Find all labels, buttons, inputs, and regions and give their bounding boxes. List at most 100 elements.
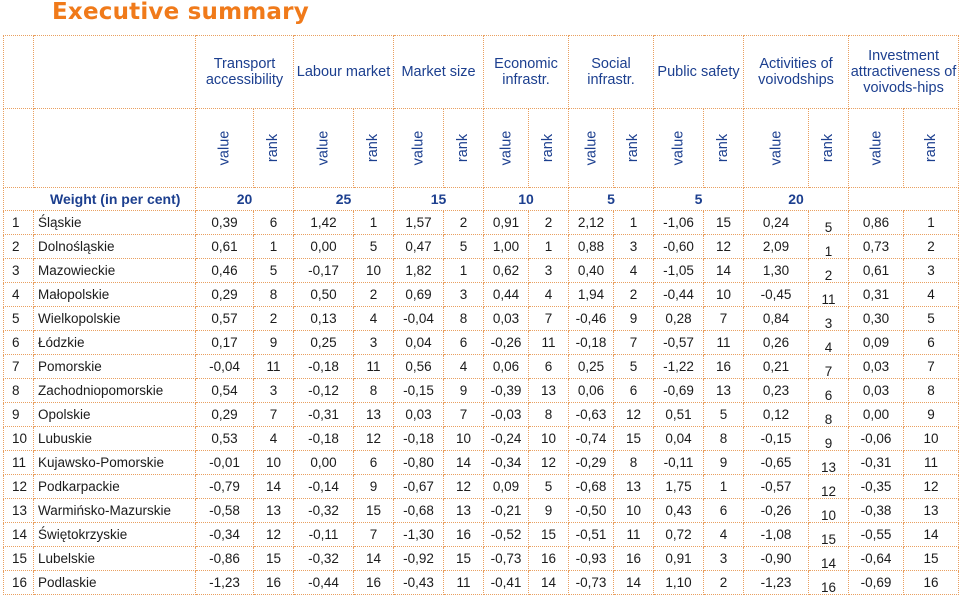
value-cell: -0,29 [568, 450, 615, 475]
value-cell: -0,11 [653, 450, 705, 475]
value-cell: 0,84 [743, 306, 810, 331]
value-cell: -0,39 [483, 378, 530, 403]
rank-text: 15 [821, 532, 837, 547]
value-cell: 0,46 [195, 258, 254, 283]
value-cell: 0,47 [393, 234, 444, 259]
rank-cell: 15 [613, 426, 655, 451]
rank-cell: 12 [613, 402, 655, 427]
value-cell: -0,93 [568, 546, 615, 571]
rank-cell: 11 [613, 522, 655, 547]
value-cell: 2,12 [568, 210, 615, 235]
rank-cell: 1 [353, 210, 394, 235]
rank-label: rank [923, 133, 940, 163]
rank-cell: 13 [253, 498, 294, 523]
value-cell: -0,04 [393, 306, 444, 331]
rank-cell: 8 [353, 378, 394, 403]
table-row: 13 Warmińsko-Mazurskie -0,58 13 -0,32 15 -0,68… [3, 498, 960, 523]
rank-cell: 15 [253, 546, 294, 571]
rank-cell: 11 [253, 354, 294, 379]
row-number: 3 [3, 258, 34, 283]
value-cell: 0,30 [848, 306, 905, 331]
value-cell: 0,25 [568, 354, 615, 379]
row-number: 15 [3, 546, 34, 571]
rank-cell: 11 [528, 330, 570, 355]
rank-cell: 12 [903, 474, 960, 499]
value-cell: 0,04 [393, 330, 444, 355]
rank-cell: 1 [903, 210, 960, 235]
value-cell: -1,22 [653, 354, 705, 379]
value-cell: -0,41 [483, 570, 530, 595]
rank-cell: 2 [353, 282, 394, 307]
value-cell: -0,80 [393, 450, 444, 475]
voivodship-name: Kujawsko-Pomorskie [33, 450, 196, 475]
value-cell: 0,06 [483, 354, 530, 379]
value-cell: -0,12 [293, 378, 354, 403]
value-cell: -0,24 [483, 426, 530, 451]
value-cell: -0,15 [393, 378, 444, 403]
value-cell: 1,00 [483, 234, 530, 259]
rank-cell: 3 [253, 378, 294, 403]
rank-cell: 10 [903, 426, 960, 451]
value-col-header: value [653, 108, 705, 188]
value-cell: -0,57 [653, 330, 705, 355]
table-row: 15 Lubelskie -0,86 15 -0,32 14 -0,92 15 -0,73 16-… [3, 546, 960, 571]
rank-cell: 4 [808, 330, 850, 355]
voivodship-name: Mazowieckie [33, 258, 196, 283]
value-cell: -0,17 [293, 258, 354, 283]
rank-cell: 6 [613, 378, 655, 403]
rank-cell: 6 [528, 354, 570, 379]
table-row: 9 Opolskie 0,29 7 -0,31 13 0,03 7 -0,03 8 -0,63 12 0… [3, 402, 960, 427]
row-number: 16 [3, 570, 34, 595]
rank-cell: 6 [353, 450, 394, 475]
rank-text: 13 [821, 460, 837, 475]
value-cell: -0,73 [568, 570, 615, 595]
rank-cell: 8 [253, 282, 294, 307]
value-cell: -0,18 [293, 426, 354, 451]
table-row: 14 Świętokrzyskie -0,34 12 -0,11 7 -1,30 16 -0,5… [3, 522, 960, 547]
rank-cell: 8 [613, 450, 655, 475]
rank-label: rank [365, 133, 382, 163]
value-cell: -0,50 [568, 498, 615, 523]
value-cell: 0,43 [653, 498, 705, 523]
value-cell: 0,61 [848, 258, 905, 283]
value-col-header: value [848, 108, 905, 188]
table-row: 1 Śląskie 0,39 6 1,42 1 1,57 2 0,91 2 2,12 1 -1,06 15… [3, 210, 960, 235]
rank-cell: 3 [353, 330, 394, 355]
value-cell: 0,09 [483, 474, 530, 499]
rank-cell: 15 [703, 210, 745, 235]
rank-cell: 16 [528, 546, 570, 571]
voivodship-name: Łódzkie [33, 330, 196, 355]
value-cell: 1,75 [653, 474, 705, 499]
weight-value: 20 [195, 187, 294, 211]
value-cell: -1,23 [195, 570, 254, 595]
row-number: 8 [3, 378, 34, 403]
rank-cell: 13 [903, 498, 960, 523]
value-cell: -0,74 [568, 426, 615, 451]
rank-cell: 7 [353, 522, 394, 547]
row-number: 6 [3, 330, 34, 355]
value-cell: -0,64 [848, 546, 905, 571]
corner-cell [33, 108, 196, 188]
row-number: 1 [3, 210, 34, 235]
rank-cell: 12 [442, 474, 485, 499]
value-cell: -0,26 [483, 330, 530, 355]
value-cell: 0,56 [393, 354, 444, 379]
voivodship-name: Warmińsko-Mazurskie [33, 498, 196, 523]
value-cell: -1,23 [743, 570, 810, 595]
value-cell: -0,63 [568, 402, 615, 427]
voivodship-name: Wielkopolskie [33, 306, 196, 331]
rank-cell: 5 [528, 474, 570, 499]
rank-cell: 5 [613, 354, 655, 379]
rank-cell: 9 [442, 378, 485, 403]
value-cell: -0,21 [483, 498, 530, 523]
value-cell: -0,67 [393, 474, 444, 499]
value-cell: -0,60 [653, 234, 705, 259]
value-cell: -0,69 [848, 570, 905, 595]
value-cell: -0,14 [293, 474, 354, 499]
value-cell: -0,65 [743, 450, 810, 475]
rank-cell: 3 [528, 258, 570, 283]
value-cell: 0,03 [393, 402, 444, 427]
rank-col-header: rank [613, 108, 655, 188]
rank-cell: 7 [442, 402, 485, 427]
rank-cell: 2 [703, 570, 745, 595]
